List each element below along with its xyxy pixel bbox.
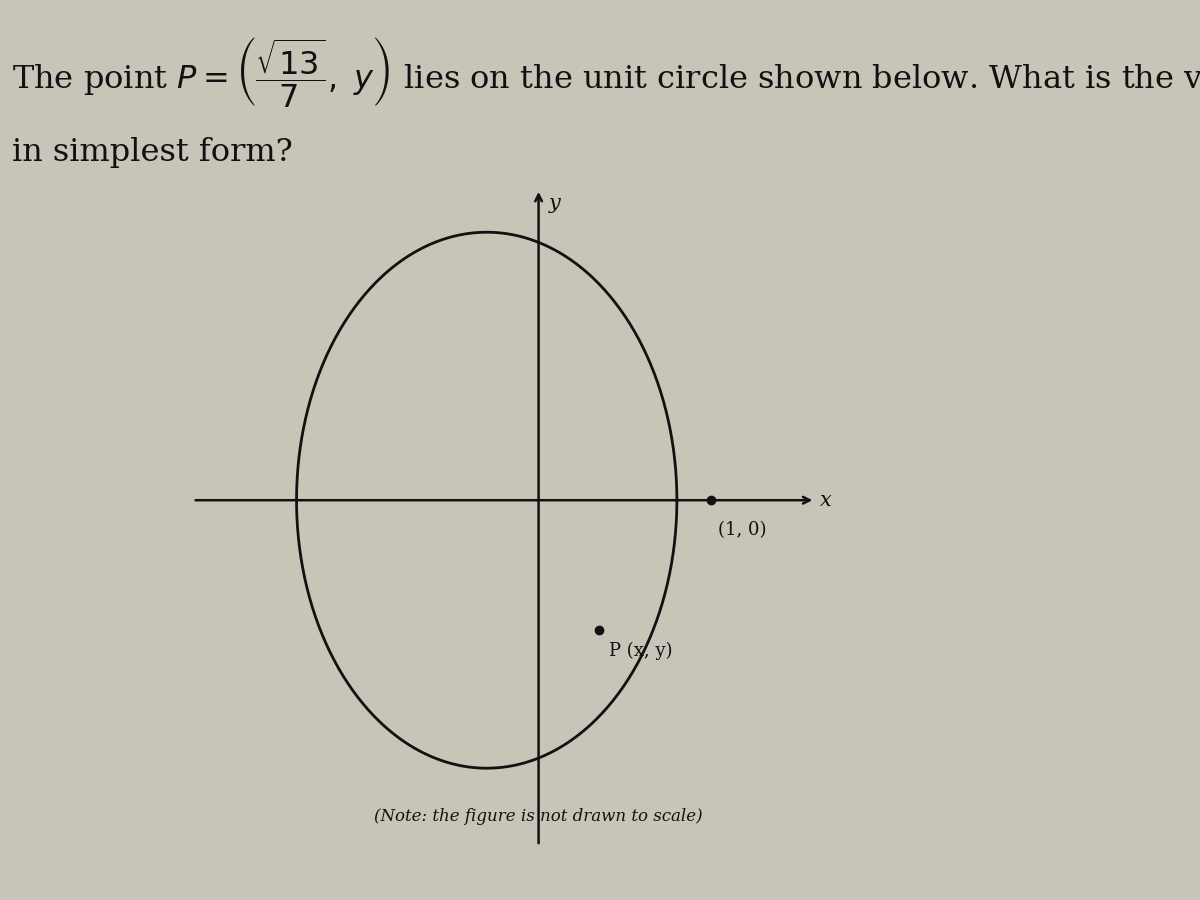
Text: (1, 0): (1, 0) <box>719 521 767 539</box>
Text: in simplest form?: in simplest form? <box>12 137 293 168</box>
Text: y: y <box>548 194 560 213</box>
Text: (Note: the figure is not drawn to scale): (Note: the figure is not drawn to scale) <box>374 808 703 825</box>
Text: P (x, y): P (x, y) <box>610 642 673 661</box>
Text: x: x <box>821 491 832 509</box>
Text: The point $P = \left(\dfrac{\sqrt{13}}{7},\ y\right)$ lies on the unit circle sh: The point $P = \left(\dfrac{\sqrt{13}}{7… <box>12 34 1200 109</box>
